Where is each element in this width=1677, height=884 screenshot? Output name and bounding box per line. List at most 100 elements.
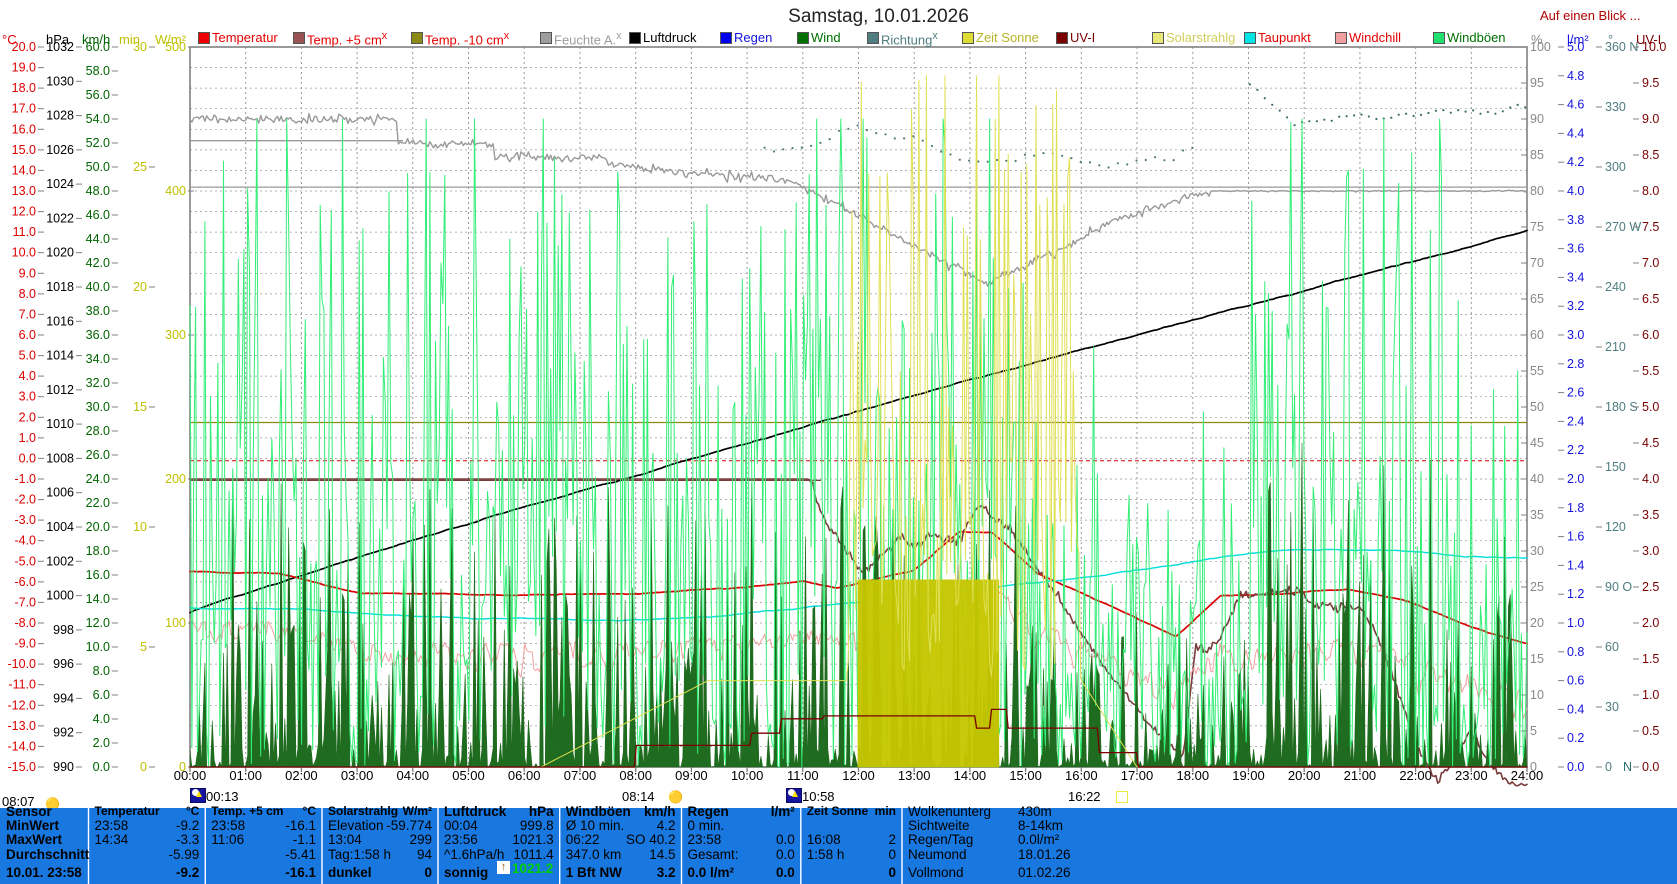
svg-text:1016: 1016 <box>46 314 74 328</box>
svg-text:8.5: 8.5 <box>1642 148 1659 162</box>
svg-text:11.0: 11.0 <box>13 225 36 239</box>
svg-text:46.0: 46.0 <box>86 208 110 222</box>
svg-text:1002: 1002 <box>46 554 74 568</box>
svg-text:18.0: 18.0 <box>86 544 110 558</box>
svg-text:35: 35 <box>1530 508 1544 522</box>
svg-text:40.0: 40.0 <box>86 280 110 294</box>
svg-text:4.0: 4.0 <box>1642 472 1659 486</box>
svg-text:0.4: 0.4 <box>1567 702 1584 716</box>
svg-text:12.0: 12.0 <box>12 205 36 219</box>
svg-text:330: 330 <box>1605 100 1626 114</box>
svg-text:30.0: 30.0 <box>86 400 110 414</box>
svg-text:2.0: 2.0 <box>1642 616 1659 630</box>
svg-text:-1.0: -1.0 <box>14 472 36 486</box>
svg-text:6.5: 6.5 <box>1642 292 1659 306</box>
svg-text:2.5: 2.5 <box>1642 580 1659 594</box>
svg-text:400: 400 <box>165 184 186 198</box>
svg-text:4.8: 4.8 <box>1567 69 1584 83</box>
svg-text:2.6: 2.6 <box>1567 386 1584 400</box>
svg-text:25: 25 <box>133 160 147 174</box>
svg-text:2.0: 2.0 <box>19 410 36 424</box>
svg-text:90: 90 <box>1530 112 1544 126</box>
svg-text:-11.0: -11.0 <box>8 678 36 692</box>
svg-text:42.0: 42.0 <box>86 256 110 270</box>
svg-text:0.2: 0.2 <box>1567 731 1584 745</box>
svg-text:6.0: 6.0 <box>1642 328 1659 342</box>
svg-text:0.5: 0.5 <box>1642 724 1659 738</box>
svg-text:10: 10 <box>1530 688 1544 702</box>
svg-text:8.0: 8.0 <box>93 664 110 678</box>
svg-text:4.0: 4.0 <box>19 369 36 383</box>
svg-text:-2.0: -2.0 <box>14 493 36 507</box>
svg-text:4.6: 4.6 <box>1567 98 1584 112</box>
svg-text:1024: 1024 <box>46 177 74 191</box>
svg-text:1008: 1008 <box>46 451 74 465</box>
svg-text:2.4: 2.4 <box>1567 414 1584 428</box>
svg-text:994: 994 <box>53 691 74 705</box>
svg-text:240: 240 <box>1605 280 1626 294</box>
svg-text:9.0: 9.0 <box>1642 112 1659 126</box>
svg-text:-12.0: -12.0 <box>8 698 37 712</box>
svg-text:10.0: 10.0 <box>12 246 36 260</box>
svg-text:4.2: 4.2 <box>1567 155 1584 169</box>
svg-text:90 O: 90 O <box>1605 580 1632 594</box>
svg-text:4.0: 4.0 <box>1567 184 1584 198</box>
svg-text:1030: 1030 <box>46 74 74 88</box>
svg-text:22.0: 22.0 <box>86 496 110 510</box>
svg-text:13.0: 13.0 <box>12 184 36 198</box>
svg-text:7.0: 7.0 <box>1642 256 1659 270</box>
svg-text:12.0: 12.0 <box>86 616 110 630</box>
svg-text:60: 60 <box>1530 328 1544 342</box>
svg-text:-9.0: -9.0 <box>14 637 36 651</box>
svg-text:1012: 1012 <box>46 383 74 397</box>
svg-text:-13.0: -13.0 <box>8 719 37 733</box>
svg-text:2.0: 2.0 <box>1567 472 1584 486</box>
svg-text:150: 150 <box>1605 460 1626 474</box>
svg-text:15.0: 15.0 <box>12 143 36 157</box>
svg-text:54.0: 54.0 <box>86 112 110 126</box>
svg-text:4.4: 4.4 <box>1567 126 1584 140</box>
svg-text:5: 5 <box>140 640 147 654</box>
svg-text:24.0: 24.0 <box>86 472 110 486</box>
svg-text:-7.0: -7.0 <box>14 595 36 609</box>
svg-text:1.5: 1.5 <box>1642 652 1659 666</box>
svg-text:3.8: 3.8 <box>1567 213 1584 227</box>
svg-text:16.0: 16.0 <box>86 568 110 582</box>
svg-text:-5.0: -5.0 <box>14 554 36 568</box>
svg-text:4.0: 4.0 <box>93 712 110 726</box>
svg-text:30: 30 <box>1530 544 1544 558</box>
svg-text:1.4: 1.4 <box>1567 558 1584 572</box>
svg-text:56.0: 56.0 <box>86 88 110 102</box>
svg-text:44.0: 44.0 <box>86 232 110 246</box>
svg-text:20: 20 <box>1530 616 1544 630</box>
svg-text:0.0: 0.0 <box>1567 760 1584 774</box>
svg-text:3.0: 3.0 <box>19 390 36 404</box>
svg-text:-3.0: -3.0 <box>14 513 36 527</box>
svg-text:0.0: 0.0 <box>1642 760 1659 774</box>
svg-text:5: 5 <box>1530 724 1537 738</box>
svg-text:34.0: 34.0 <box>86 352 110 366</box>
svg-text:16.0: 16.0 <box>12 122 36 136</box>
svg-text:8.0: 8.0 <box>19 287 36 301</box>
svg-text:75: 75 <box>1530 220 1544 234</box>
svg-text:6.0: 6.0 <box>93 688 110 702</box>
svg-text:50: 50 <box>1530 400 1544 414</box>
svg-text:48.0: 48.0 <box>86 184 110 198</box>
svg-text:300: 300 <box>165 328 186 342</box>
svg-text:1.0: 1.0 <box>1642 688 1659 702</box>
svg-text:3.0: 3.0 <box>1642 544 1659 558</box>
svg-text:1010: 1010 <box>46 417 74 431</box>
svg-text:18.0: 18.0 <box>12 81 36 95</box>
svg-text:1020: 1020 <box>46 246 74 260</box>
svg-text:4.5: 4.5 <box>1642 436 1659 450</box>
svg-text:0.0: 0.0 <box>19 451 36 465</box>
svg-text:1026: 1026 <box>46 143 74 157</box>
svg-text:-6.0: -6.0 <box>14 575 36 589</box>
svg-text:0.8: 0.8 <box>1567 645 1584 659</box>
svg-text:992: 992 <box>53 726 74 740</box>
svg-text:-8.0: -8.0 <box>14 616 36 630</box>
svg-text:3.5: 3.5 <box>1642 508 1659 522</box>
svg-text:28.0: 28.0 <box>86 424 110 438</box>
svg-text:3.0: 3.0 <box>1567 328 1584 342</box>
svg-text:20.0: 20.0 <box>86 520 110 534</box>
